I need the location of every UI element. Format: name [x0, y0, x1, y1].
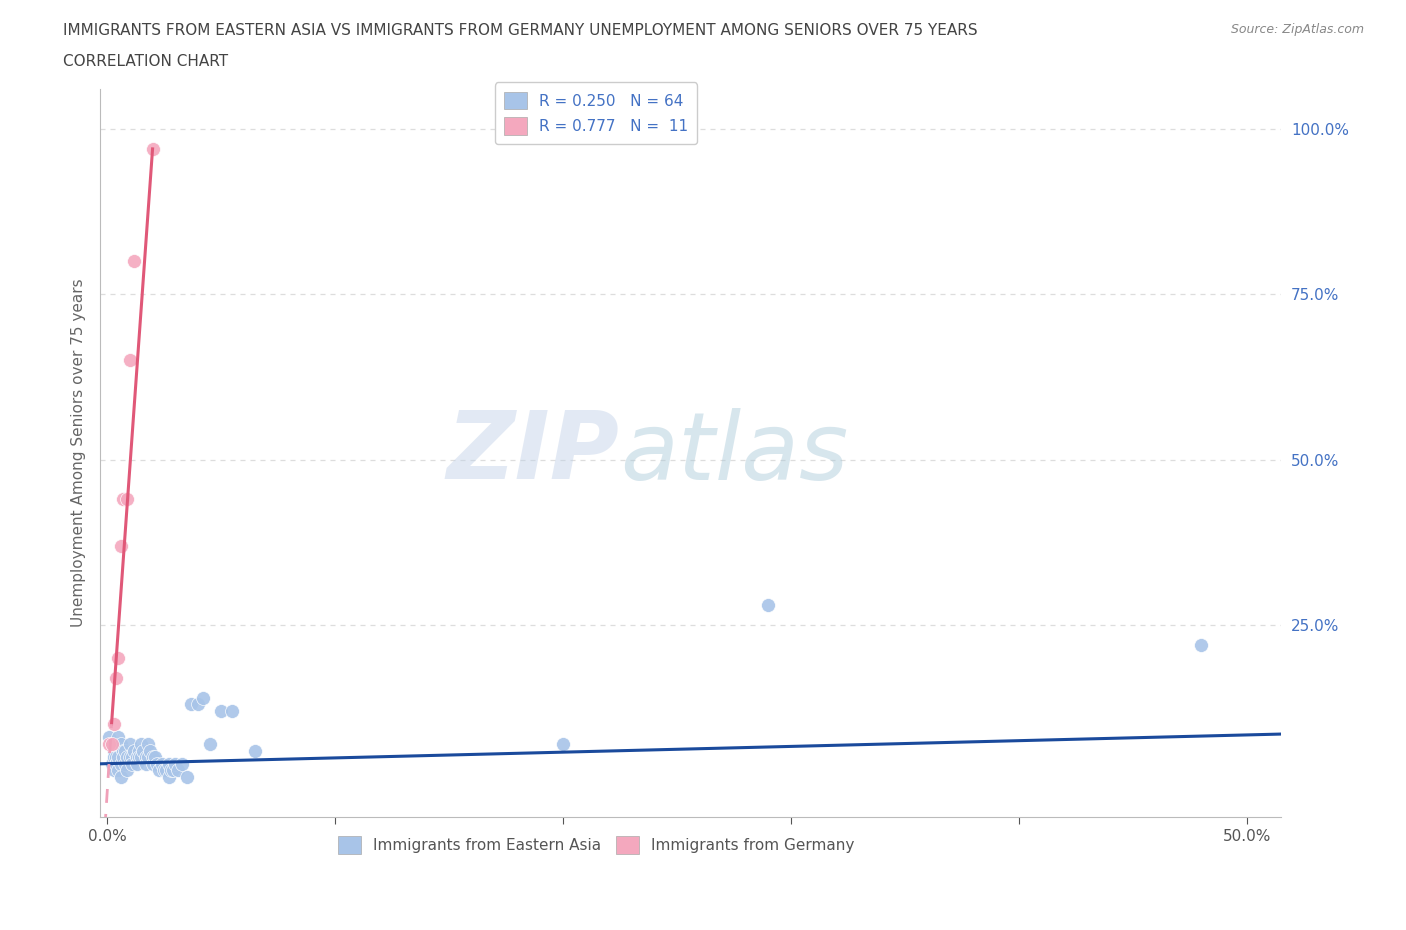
Point: [105, 737, 128, 751]
Point: [114, 743, 136, 758]
Point: [111, 750, 134, 764]
Point: [103, 763, 125, 777]
Point: [117, 763, 139, 777]
Point: [157, 770, 180, 785]
Point: [165, 756, 187, 771]
Point: [136, 737, 159, 751]
Legend: Immigrants from Eastern Asia, Immigrants from Germany: Immigrants from Eastern Asia, Immigrants…: [332, 830, 860, 860]
Point: [139, 743, 162, 758]
Text: IMMIGRANTS FROM EASTERN ASIA VS IMMIGRANTS FROM GERMANY UNEMPLOYMENT AMONG SENIO: IMMIGRANTS FROM EASTERN ASIA VS IMMIGRAN…: [63, 23, 979, 38]
Point: [110, 538, 132, 553]
Point: [111, 492, 134, 507]
Point: [551, 737, 574, 751]
Point: [118, 353, 141, 368]
Point: [128, 750, 150, 764]
Point: [121, 756, 143, 771]
Point: [155, 763, 177, 777]
Point: [150, 756, 173, 771]
Point: [1189, 637, 1212, 652]
Point: [118, 737, 141, 751]
Point: [756, 598, 779, 613]
Y-axis label: Unemployment Among Seniors over 75 years: Unemployment Among Seniors over 75 years: [72, 279, 86, 628]
Point: [105, 756, 128, 771]
Point: [105, 750, 128, 764]
Point: [100, 737, 122, 751]
Point: [111, 743, 134, 758]
Point: [209, 703, 232, 718]
Point: [135, 756, 157, 771]
Point: [135, 750, 157, 764]
Point: [98, 737, 121, 751]
Point: [98, 730, 121, 745]
Point: [153, 763, 176, 777]
Point: [100, 737, 122, 751]
Point: [143, 750, 166, 764]
Point: [121, 750, 143, 764]
Point: [172, 756, 194, 771]
Point: [107, 730, 129, 745]
Point: [157, 756, 180, 771]
Point: [142, 141, 165, 156]
Point: [107, 763, 129, 777]
Point: [221, 703, 243, 718]
Point: [125, 750, 148, 764]
Point: [114, 756, 136, 771]
Point: [110, 737, 132, 751]
Point: [187, 697, 209, 711]
Point: [105, 671, 128, 685]
Point: [142, 750, 165, 764]
Point: [136, 750, 159, 764]
Point: [107, 651, 129, 666]
Point: [124, 743, 146, 758]
Point: [100, 756, 122, 771]
Point: [148, 763, 170, 777]
Point: [124, 254, 146, 269]
Point: [117, 750, 139, 764]
Point: [142, 756, 165, 771]
Text: atlas: atlas: [620, 407, 848, 498]
Point: [103, 743, 125, 758]
Point: [166, 763, 188, 777]
Point: [129, 750, 152, 764]
Point: [176, 770, 198, 785]
Point: [191, 690, 214, 705]
Point: [103, 750, 125, 764]
Point: [198, 737, 221, 751]
Text: ZIP: ZIP: [447, 407, 620, 499]
Point: [159, 763, 181, 777]
Point: [125, 756, 148, 771]
Point: [129, 737, 152, 751]
Point: [110, 770, 132, 785]
Point: [180, 697, 202, 711]
Point: [146, 756, 169, 771]
Point: [117, 492, 139, 507]
Point: [118, 750, 141, 764]
Point: [128, 743, 150, 758]
Point: [162, 763, 184, 777]
Point: [243, 743, 266, 758]
Point: [107, 750, 129, 764]
Text: CORRELATION CHART: CORRELATION CHART: [63, 54, 228, 69]
Point: [110, 756, 132, 771]
Point: [103, 717, 125, 732]
Point: [132, 743, 155, 758]
Text: Source: ZipAtlas.com: Source: ZipAtlas.com: [1230, 23, 1364, 36]
